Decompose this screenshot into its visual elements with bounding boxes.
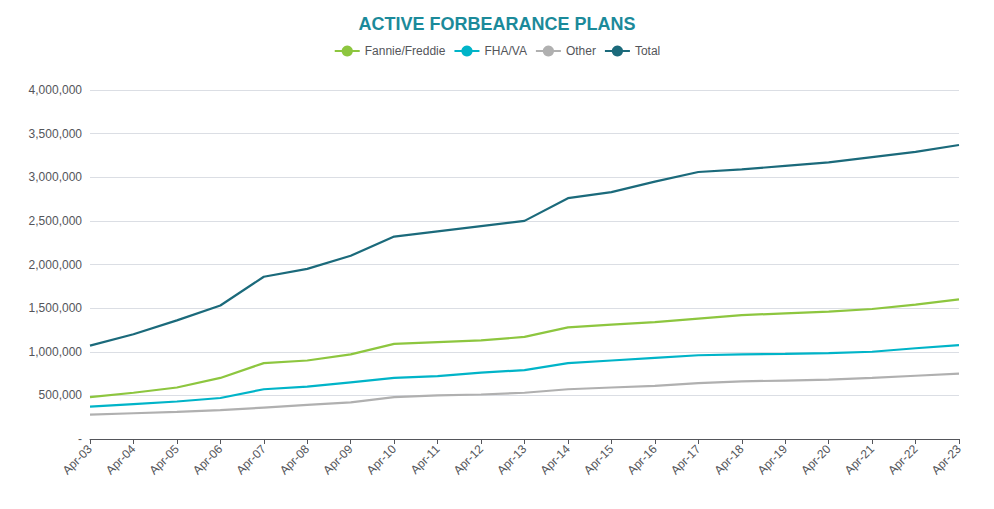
svg-text:Apr-06: Apr-06 [190,442,226,478]
svg-text:-: - [78,432,82,446]
svg-text:Apr-22: Apr-22 [885,442,921,478]
svg-text:1,000,000: 1,000,000 [29,345,83,359]
svg-text:Apr-19: Apr-19 [755,442,791,478]
svg-text:4,000,000: 4,000,000 [29,83,83,97]
svg-text:3,000,000: 3,000,000 [29,170,83,184]
svg-text:Apr-17: Apr-17 [668,442,704,478]
svg-text:Apr-05: Apr-05 [147,442,183,478]
svg-text:Other: Other [566,44,596,58]
svg-text:Apr-04: Apr-04 [103,442,139,478]
svg-text:FHA/VA: FHA/VA [484,44,526,58]
svg-text:Apr-08: Apr-08 [277,442,313,478]
svg-text:Apr-14: Apr-14 [538,442,574,478]
svg-text:Apr-18: Apr-18 [711,442,747,478]
svg-text:Apr-10: Apr-10 [364,442,400,478]
svg-text:2,500,000: 2,500,000 [29,214,83,228]
svg-text:Apr-15: Apr-15 [581,442,617,478]
svg-text:ACTIVE FORBEARANCE PLANS: ACTIVE FORBEARANCE PLANS [358,14,635,34]
svg-text:Apr-23: Apr-23 [929,442,965,478]
svg-text:Apr-13: Apr-13 [494,442,530,478]
svg-text:Apr-11: Apr-11 [408,442,443,477]
svg-text:Apr-20: Apr-20 [798,442,834,478]
svg-text:Apr-21: Apr-21 [842,442,878,478]
svg-text:Apr-03: Apr-03 [60,442,96,478]
svg-text:Apr-16: Apr-16 [624,442,660,478]
svg-text:3,500,000: 3,500,000 [29,127,83,141]
svg-text:Apr-07: Apr-07 [233,442,269,478]
svg-text:2,000,000: 2,000,000 [29,258,83,272]
svg-text:Apr-09: Apr-09 [320,442,356,478]
svg-text:1,500,000: 1,500,000 [29,301,83,315]
svg-text:Apr-12: Apr-12 [451,442,487,478]
svg-text:Total: Total [635,44,660,58]
svg-text:500,000: 500,000 [39,388,83,402]
svg-text:Fannie/Freddie: Fannie/Freddie [365,44,446,58]
